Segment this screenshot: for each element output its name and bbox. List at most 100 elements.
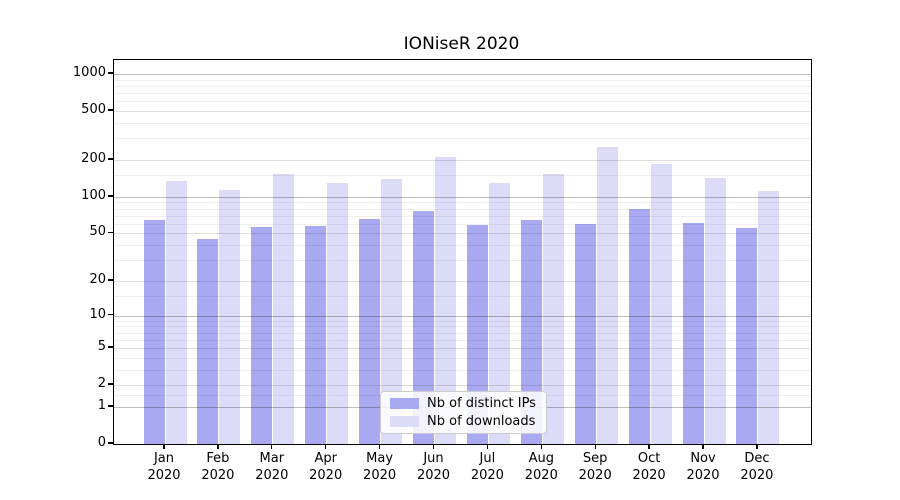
x-tick-label: Jun 2020 [416,451,451,483]
x-tick-label: Feb 2020 [201,451,235,483]
bar-downloads [704,177,726,444]
y-tick-label: 2 [97,376,106,392]
gridline [114,295,811,297]
y-tick-mark [108,158,113,160]
gridline [114,339,811,341]
bar-downloads [488,183,510,444]
x-tick-label: Jan 2020 [147,451,181,483]
bar-downloads [650,164,672,444]
plot-area [113,59,812,445]
gridline [114,369,811,371]
chart-title: IONiseR 2020 [403,34,520,54]
y-tick-mark [108,195,113,197]
gridline [114,280,811,282]
x-tick-label: Aug 2020 [524,451,558,483]
bar-distinct-ips [305,225,327,444]
x-tick-label: Nov 2020 [686,451,720,483]
y-tick-label: 50 [89,224,106,240]
x-tick-mark [540,444,542,450]
bar-downloads [165,180,187,444]
x-tick-mark [217,444,219,450]
bar-distinct-ips [251,226,273,444]
legend-label: Nb of downloads [427,413,536,429]
downloads-swatch-icon [390,416,419,427]
legend-item-distinct-ips: Nb of distinct IPs [390,396,537,411]
x-tick-label: Dec 2020 [740,451,774,483]
y-tick-label: 500 [81,102,106,118]
x-tick-label: May 2020 [363,451,397,483]
gridline [114,93,811,95]
bar-distinct-ips [197,238,219,444]
gridline [114,138,811,140]
gridline [114,79,811,81]
y-tick-mark [108,279,113,281]
y-tick-label: 1000 [72,64,106,80]
x-tick-mark [756,444,758,450]
gridline [114,101,811,103]
bar-downloads [273,173,295,444]
x-tick-mark [648,444,650,450]
gridline [114,196,811,198]
gridline [114,74,811,75]
gridline [114,315,811,317]
bar-downloads [542,173,564,444]
y-tick-mark [108,383,113,385]
y-tick-mark [108,109,113,111]
x-tick-mark [163,444,165,450]
x-tick-mark [432,444,435,450]
bar-distinct-ips [413,210,434,444]
distinct-ips-swatch-icon [390,398,419,409]
bar-distinct-ips [143,220,165,444]
bar-downloads [596,147,618,444]
x-tick-label: Mar 2020 [255,451,289,483]
bar-downloads [219,190,241,444]
x-tick-label: Jul 2020 [470,451,504,483]
bar-distinct-ips [682,223,704,444]
gridline [114,85,811,87]
gridline [114,160,811,161]
y-tick-mark [108,313,113,316]
gridline [114,320,811,322]
gridline [114,202,811,204]
bar-distinct-ips [628,208,650,444]
x-tick-mark [378,444,381,450]
gridline [114,326,811,328]
bar-distinct-ips [736,227,758,444]
x-tick-mark [325,444,327,450]
y-tick-mark [108,72,113,74]
bar-distinct-ips [520,219,542,444]
y-tick-mark [108,346,113,348]
gridline [114,111,811,113]
y-tick-mark [108,231,113,234]
x-tick-mark [486,444,489,450]
y-tick-label: 200 [81,150,106,166]
x-tick-label: Oct 2020 [632,451,666,483]
gridline [114,332,811,334]
gridline [114,260,811,262]
bar-downloads [381,179,403,444]
bar-downloads [435,156,456,444]
y-tick-mark [108,442,113,444]
x-tick-label: Sep 2020 [578,451,612,483]
bar-distinct-ips [359,218,381,444]
gridline [114,357,811,359]
y-tick-label: 0 [97,435,106,450]
legend-item-downloads: Nb of downloads [390,413,537,429]
gridline [114,245,811,247]
bar-downloads [758,190,780,444]
gridline [114,223,811,225]
x-tick-label: Apr 2020 [309,451,343,483]
gridline [114,175,811,177]
y-tick-label: 1 [97,397,106,413]
gridline [114,215,811,217]
bar-downloads [327,182,349,444]
bar-distinct-ips [574,223,596,444]
gridline [114,123,811,124]
x-tick-mark [702,444,704,450]
y-tick-label: 20 [89,271,106,287]
y-tick-label: 5 [97,339,106,355]
y-tick-mark [108,405,113,407]
y-tick-label: 100 [81,187,106,203]
gridline [114,233,811,235]
